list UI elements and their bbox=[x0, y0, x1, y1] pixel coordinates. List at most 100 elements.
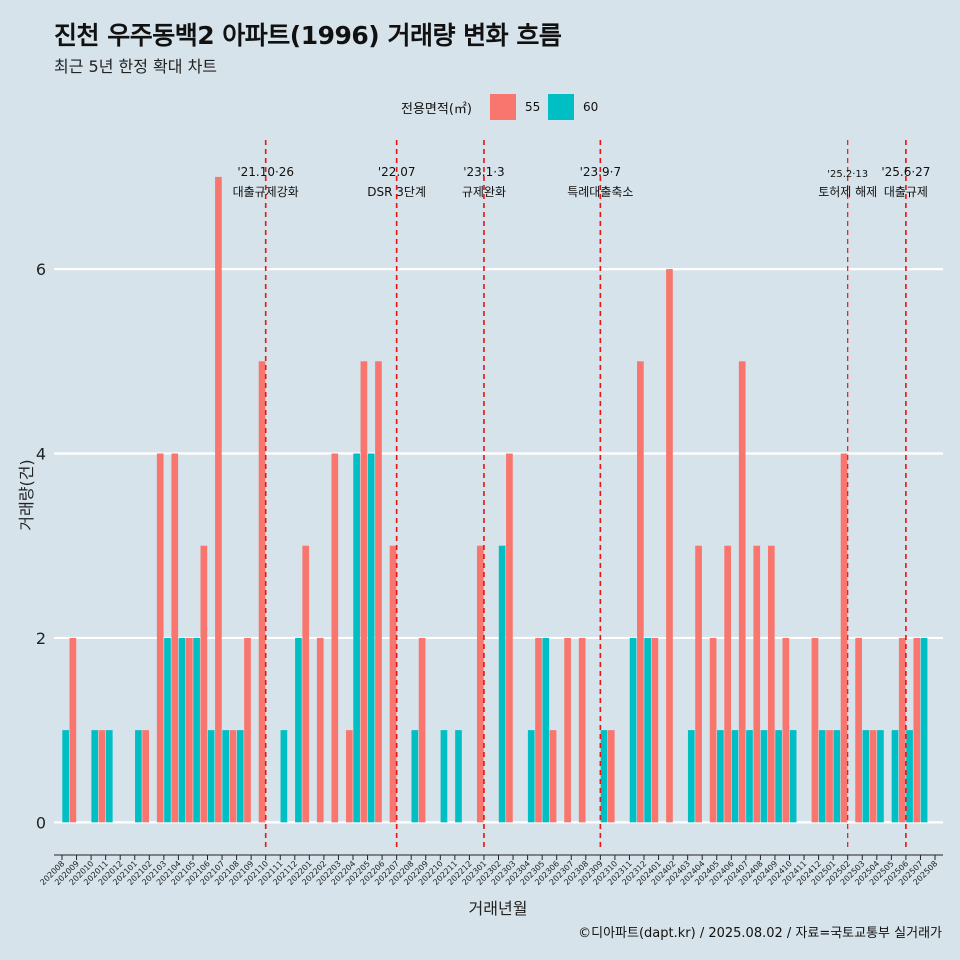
bar-60-202106 bbox=[207, 730, 215, 823]
bar-55-202306 bbox=[549, 730, 557, 823]
bar-60-202104 bbox=[178, 637, 186, 823]
bar-55-202109 bbox=[244, 637, 251, 823]
bar-60-202312 bbox=[644, 637, 651, 823]
bar-55-202305 bbox=[535, 637, 542, 823]
bar-55-202201 bbox=[302, 545, 310, 823]
bar-55-202204 bbox=[346, 730, 353, 823]
bar-60-202112 bbox=[295, 637, 302, 823]
bar-60-202305 bbox=[542, 637, 550, 823]
bar-55-202504 bbox=[869, 730, 877, 823]
legend: 전용면적(㎡) 55 60 bbox=[0, 92, 960, 122]
x-axis-title: 거래년월 bbox=[469, 899, 528, 918]
bar-60-202412 bbox=[818, 730, 826, 823]
bar-60-202409 bbox=[775, 730, 782, 823]
bar-55-202501 bbox=[826, 730, 833, 823]
annotation-text: 규제완화 bbox=[462, 185, 506, 199]
annotation-text: 토허제 해제 bbox=[818, 185, 877, 199]
bar-55-202011 bbox=[98, 730, 106, 823]
y-tick-label: 4 bbox=[36, 445, 46, 464]
bar-55-202107 bbox=[215, 176, 222, 823]
bar-55-202404 bbox=[695, 545, 702, 823]
bar-55-202410 bbox=[782, 637, 790, 823]
legend-key-60 bbox=[548, 94, 574, 120]
bar-55-202207 bbox=[389, 545, 397, 823]
bar-60-202506 bbox=[906, 730, 913, 823]
bar-55-202502 bbox=[840, 453, 848, 823]
bar-60-202103 bbox=[164, 637, 171, 823]
bar-60-202105 bbox=[193, 637, 200, 823]
bar-60-202304 bbox=[527, 730, 535, 823]
bar-60-202208 bbox=[411, 730, 419, 823]
bar-60-202405 bbox=[717, 730, 724, 823]
bar-60-202302 bbox=[498, 545, 506, 823]
bar-55-202407 bbox=[738, 361, 746, 823]
bar-55-202104 bbox=[171, 453, 179, 823]
annotation-text: 특례대출축소 bbox=[567, 185, 633, 199]
bar-60-202407 bbox=[746, 730, 753, 823]
bar-60-202211 bbox=[455, 730, 462, 823]
legend-label-55: 55 bbox=[525, 100, 541, 114]
bar-55-202307 bbox=[564, 637, 571, 823]
y-axis-title: 거래량(건) bbox=[17, 459, 36, 530]
bar-60-202008 bbox=[62, 730, 69, 823]
bar-60-202410 bbox=[789, 730, 797, 823]
bar-55-202412 bbox=[811, 637, 819, 823]
credit-text: ©디아파트(dapt.kr) / 2025.08.02 / 자료=국토교통부 실… bbox=[578, 926, 942, 941]
chart-title: 진천 우주동백2 아파트(1996) 거래량 변화 흐름 bbox=[54, 21, 562, 50]
bar-55-202009 bbox=[69, 637, 77, 823]
bar-60-202204 bbox=[353, 453, 360, 823]
bar-55-202402 bbox=[666, 269, 673, 823]
bar-60-202311 bbox=[629, 637, 637, 823]
bar-60-202503 bbox=[862, 730, 870, 823]
annotation-date: '23.1·3 bbox=[463, 165, 504, 179]
bar-60-202408 bbox=[760, 730, 768, 823]
bar-55-202506 bbox=[898, 637, 906, 823]
bar-55-202310 bbox=[607, 730, 615, 823]
bar-55-202209 bbox=[418, 637, 426, 823]
bar-60-202107 bbox=[222, 730, 230, 823]
bar-60-202403 bbox=[687, 730, 695, 823]
bar-60-202108 bbox=[236, 730, 244, 823]
legend-label-60: 60 bbox=[583, 100, 599, 114]
annotation-date: '21.10·26 bbox=[237, 165, 294, 179]
bar-60-202406 bbox=[731, 730, 739, 823]
bar-55-202406 bbox=[724, 545, 731, 823]
bar-55-202108 bbox=[229, 730, 237, 823]
bar-55-202312 bbox=[637, 361, 644, 823]
bar-60-202111 bbox=[280, 730, 288, 823]
bar-55-202408 bbox=[753, 545, 761, 823]
bar-55-202308 bbox=[578, 637, 586, 823]
bar-55-202110 bbox=[258, 361, 266, 823]
legend-title: 전용면적(㎡) bbox=[401, 102, 472, 117]
bar-55-202202 bbox=[316, 637, 324, 823]
annotation-date: '25.2·13 bbox=[827, 169, 868, 180]
legend-key-55 bbox=[490, 94, 516, 120]
bar-55-202303 bbox=[506, 453, 513, 823]
bar-60-202210 bbox=[440, 730, 448, 823]
bar-55-202401 bbox=[651, 637, 659, 823]
y-tick-label: 2 bbox=[36, 629, 46, 648]
bar-55-202409 bbox=[767, 545, 775, 823]
bar-60-202101 bbox=[135, 730, 142, 823]
bar-60-202507 bbox=[920, 637, 928, 823]
y-tick-label: 0 bbox=[36, 813, 46, 832]
chart-subtitle: 최근 5년 한정 확대 차트 bbox=[54, 57, 218, 76]
bar-55-202203 bbox=[331, 453, 339, 823]
annotation-date: '25.6·27 bbox=[881, 165, 930, 179]
y-tick-label: 6 bbox=[36, 260, 46, 279]
bar-60-202011 bbox=[105, 730, 113, 823]
annotation-text: 대출규제강화 bbox=[233, 185, 299, 199]
bar-55-202507 bbox=[913, 637, 921, 823]
annotation-date: '23.9·7 bbox=[580, 165, 621, 179]
bar-60-202505 bbox=[891, 730, 899, 823]
bar-55-202205 bbox=[360, 361, 368, 823]
bar-55-202105 bbox=[185, 637, 193, 823]
bar-60-202309 bbox=[600, 730, 608, 823]
bar-60-202501 bbox=[833, 730, 841, 823]
bar-60-202504 bbox=[877, 730, 884, 823]
bar-55-202206 bbox=[375, 361, 382, 823]
bar-55-202102 bbox=[142, 730, 149, 823]
bar-55-202503 bbox=[855, 637, 862, 823]
bar-60-202010 bbox=[91, 730, 99, 823]
